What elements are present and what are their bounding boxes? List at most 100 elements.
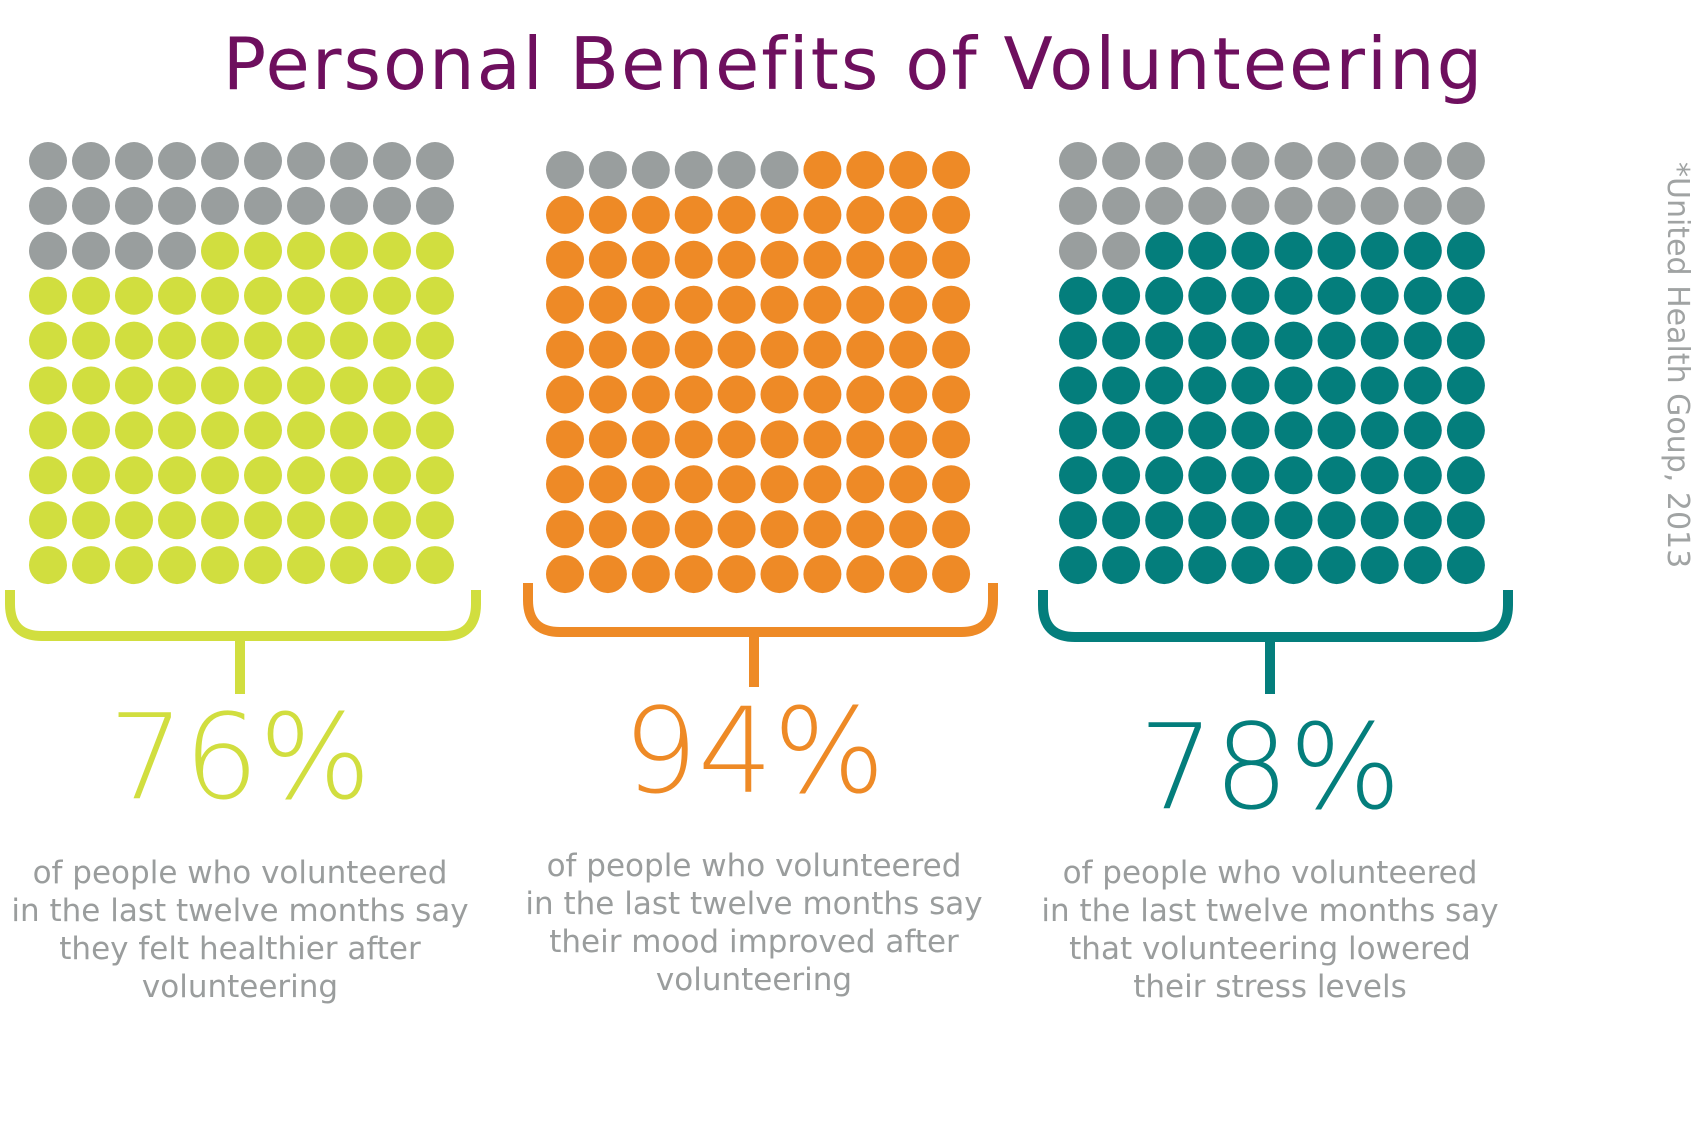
dot-filled	[158, 501, 196, 540]
dot-empty	[201, 186, 239, 225]
dot-filled	[72, 546, 110, 585]
dot-filled	[588, 375, 627, 414]
dot-filled	[717, 240, 756, 279]
dot-filled	[1145, 501, 1184, 540]
dot-filled	[1274, 501, 1313, 540]
dot-filled	[158, 276, 196, 315]
dot-filled	[1102, 321, 1141, 360]
dot-filled	[760, 510, 799, 549]
dot-empty	[1317, 186, 1356, 225]
dot-filled	[846, 465, 885, 504]
dot-filled	[1231, 231, 1270, 270]
dot-filled	[674, 195, 713, 234]
dot-filled	[889, 420, 928, 459]
dot-filled	[717, 555, 756, 594]
dot-filled	[846, 375, 885, 414]
dot-filled	[631, 285, 670, 324]
dot-filled	[631, 240, 670, 279]
dot-filled	[889, 555, 928, 594]
dot-filled	[1188, 321, 1227, 360]
dot-empty	[158, 186, 196, 225]
dot-filled	[287, 411, 325, 450]
dot-empty	[29, 186, 67, 225]
dot-empty	[717, 151, 756, 189]
dot-filled	[674, 375, 713, 414]
dot-filled	[588, 285, 627, 324]
dot-filled	[760, 465, 799, 504]
dot-filled	[717, 510, 756, 549]
dot-filled	[1446, 276, 1485, 315]
dot-filled	[717, 285, 756, 324]
dot-filled	[932, 465, 971, 504]
dot-empty	[1403, 186, 1442, 225]
dot-filled	[1403, 321, 1442, 360]
dot-empty	[1317, 142, 1356, 180]
dot-empty	[29, 142, 67, 180]
dot-empty	[29, 231, 67, 270]
dot-filled	[1317, 321, 1356, 360]
dot-empty	[1059, 142, 1097, 180]
dot-empty	[158, 231, 196, 270]
dot-filled	[1360, 456, 1399, 495]
dot-filled	[1145, 321, 1184, 360]
dot-filled	[588, 465, 627, 504]
dot-filled	[244, 231, 282, 270]
dot-filled	[29, 366, 67, 405]
dot-filled	[1145, 366, 1184, 405]
dot-filled	[287, 321, 325, 360]
dot-filled	[588, 240, 627, 279]
dot-filled	[889, 465, 928, 504]
dot-filled	[846, 240, 885, 279]
dot-filled	[889, 330, 928, 369]
dot-filled	[1446, 546, 1485, 585]
dot-filled	[29, 546, 67, 585]
dot-filled	[932, 240, 971, 279]
dot-filled	[1317, 231, 1356, 270]
dot-filled	[29, 321, 67, 360]
dot-filled	[158, 366, 196, 405]
dot-filled	[115, 321, 153, 360]
dot-filled	[588, 195, 627, 234]
dot-filled	[1317, 546, 1356, 585]
dot-empty	[1102, 186, 1141, 225]
dot-filled	[631, 420, 670, 459]
dot-filled	[760, 240, 799, 279]
dot-filled	[546, 375, 584, 414]
dot-empty	[1145, 142, 1184, 180]
dot-filled	[373, 276, 411, 315]
dot-filled	[674, 465, 713, 504]
dot-filled	[1446, 366, 1485, 405]
dot-filled	[932, 151, 971, 189]
dot-filled	[1360, 411, 1399, 450]
dot-filled	[889, 240, 928, 279]
dot-filled	[932, 330, 971, 369]
dot-filled	[803, 195, 842, 234]
dot-filled	[1403, 501, 1442, 540]
dot-filled	[631, 195, 670, 234]
dot-empty	[1102, 231, 1141, 270]
dot-filled	[373, 411, 411, 450]
dot-empty	[1059, 231, 1097, 270]
dot-filled	[546, 465, 584, 504]
dot-filled	[546, 420, 584, 459]
dot-filled	[373, 546, 411, 585]
dot-filled	[1360, 366, 1399, 405]
dot-filled	[115, 501, 153, 540]
dot-empty	[1274, 186, 1313, 225]
dot-filled	[1403, 231, 1442, 270]
dot-empty	[760, 151, 799, 189]
dot-filled	[330, 546, 368, 585]
bracket	[1038, 590, 1513, 642]
dot-filled	[588, 555, 627, 594]
dot-filled	[1102, 366, 1141, 405]
dot-filled	[115, 366, 153, 405]
bracket	[5, 590, 481, 641]
dot-filled	[416, 411, 454, 450]
dot-filled	[760, 420, 799, 459]
dot-filled	[1188, 366, 1227, 405]
dot-filled	[546, 195, 584, 234]
dot-filled	[201, 276, 239, 315]
dot-filled	[416, 366, 454, 405]
dot-filled	[201, 366, 239, 405]
